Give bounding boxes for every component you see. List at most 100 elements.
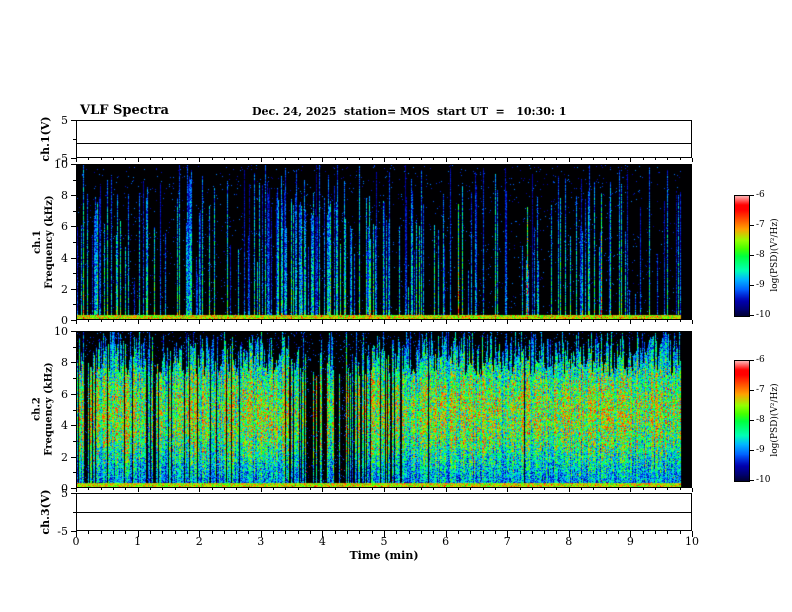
- x-tick-mark: [421, 531, 422, 534]
- y-tick-mark: [71, 164, 76, 165]
- x-tick-mark: [150, 488, 151, 490]
- x-tick-mark: [322, 158, 323, 162]
- x-tick-mark: [655, 531, 656, 534]
- x-tick-mark: [310, 158, 311, 160]
- x-tick-mark: [433, 531, 434, 534]
- y-tick-label: 6: [61, 220, 68, 233]
- x-tick-mark: [630, 488, 631, 492]
- x-tick-mark: [409, 488, 410, 490]
- x-tick-mark: [113, 320, 114, 322]
- x-axis-title: Time (min): [349, 549, 419, 562]
- y-tick-mark: [71, 331, 76, 332]
- y-tick-mark: [71, 457, 76, 458]
- x-tick-mark: [433, 158, 434, 160]
- x-tick-mark: [667, 531, 668, 534]
- observation-date-label: Dec. 24, 2025: [252, 105, 337, 118]
- x-tick-mark: [421, 488, 422, 490]
- y-tick-mark: [73, 472, 76, 473]
- x-tick-mark: [544, 531, 545, 534]
- x-tick-mark: [248, 158, 249, 160]
- y-tick-mark: [71, 158, 76, 159]
- x-tick-mark: [347, 158, 348, 160]
- x-tick-mark: [285, 531, 286, 534]
- y-tick-mark: [73, 242, 76, 243]
- x-tick-mark: [76, 531, 77, 537]
- y-tick-mark: [71, 425, 76, 426]
- x-tick-label: 6: [442, 535, 450, 548]
- y-tick-label: 0: [61, 482, 68, 495]
- x-tick-mark: [606, 488, 607, 490]
- x-tick-mark: [298, 531, 299, 534]
- ch1-spectrogram-canvas: [77, 165, 691, 319]
- x-tick-label: 0: [72, 535, 80, 548]
- x-tick-mark: [581, 158, 582, 160]
- colorbar-tick-mark: [750, 420, 754, 421]
- x-tick-mark: [606, 531, 607, 534]
- ch1-ylabel-line1: ch.1: [32, 230, 43, 254]
- x-tick-mark: [507, 531, 508, 537]
- x-tick-mark: [520, 320, 521, 322]
- x-tick-mark: [643, 488, 644, 490]
- x-tick-mark: [556, 531, 557, 534]
- x-tick-mark: [138, 320, 139, 324]
- x-tick-mark: [347, 531, 348, 534]
- y-tick-mark: [71, 226, 76, 227]
- x-tick-mark: [125, 531, 126, 534]
- x-tick-label: 9: [626, 535, 634, 548]
- colorbar-tick-mark: [750, 315, 754, 316]
- x-tick-mark: [667, 158, 668, 160]
- x-tick-mark: [359, 158, 360, 160]
- x-tick-mark: [187, 488, 188, 490]
- x-tick-mark: [643, 158, 644, 160]
- y-tick-mark: [71, 493, 76, 494]
- x-tick-mark: [101, 531, 102, 534]
- x-tick-mark: [446, 488, 447, 492]
- x-tick-mark: [581, 531, 582, 534]
- x-tick-mark: [212, 320, 213, 322]
- x-tick-mark: [384, 531, 385, 537]
- x-tick-mark: [248, 488, 249, 490]
- x-tick-mark: [532, 320, 533, 322]
- y-tick-mark: [73, 410, 76, 411]
- y-tick-mark: [71, 320, 76, 321]
- x-tick-mark: [372, 320, 373, 322]
- ch3-voltage-trace: [77, 512, 691, 513]
- y-tick-mark: [71, 258, 76, 259]
- x-tick-mark: [520, 488, 521, 490]
- x-tick-mark: [630, 320, 631, 324]
- x-tick-mark: [138, 158, 139, 162]
- x-tick-mark: [446, 158, 447, 162]
- x-tick-mark: [187, 320, 188, 322]
- x-tick-mark: [470, 158, 471, 160]
- x-tick-mark: [470, 488, 471, 490]
- x-tick-mark: [199, 158, 200, 162]
- y-tick-mark: [71, 362, 76, 363]
- x-tick-mark: [273, 531, 274, 534]
- x-tick-mark: [606, 158, 607, 160]
- x-tick-mark: [101, 488, 102, 490]
- colorbar-tick-label: -10: [756, 475, 771, 485]
- y-tick-label: 5: [61, 487, 68, 500]
- x-tick-mark: [224, 158, 225, 160]
- ch1-voltage-panel: [76, 120, 692, 158]
- x-tick-mark: [298, 158, 299, 160]
- ch1-ylabel-line2: Frequency (kHz): [44, 195, 55, 289]
- x-tick-mark: [655, 488, 656, 490]
- x-tick-mark: [495, 488, 496, 490]
- x-tick-mark: [630, 158, 631, 162]
- x-tick-mark: [593, 488, 594, 490]
- x-tick-mark: [236, 158, 237, 160]
- colorbar-tick-mark: [750, 225, 754, 226]
- x-tick-mark: [162, 320, 163, 322]
- x-tick-mark: [224, 320, 225, 322]
- x-tick-mark: [667, 488, 668, 490]
- x-tick-mark: [372, 488, 373, 490]
- x-tick-mark: [520, 531, 521, 534]
- y-tick-label: 6: [61, 388, 68, 401]
- x-tick-mark: [359, 320, 360, 322]
- x-tick-mark: [458, 320, 459, 322]
- x-tick-mark: [298, 488, 299, 490]
- x-tick-mark: [569, 531, 570, 537]
- x-tick-mark: [175, 488, 176, 490]
- x-tick-mark: [618, 158, 619, 160]
